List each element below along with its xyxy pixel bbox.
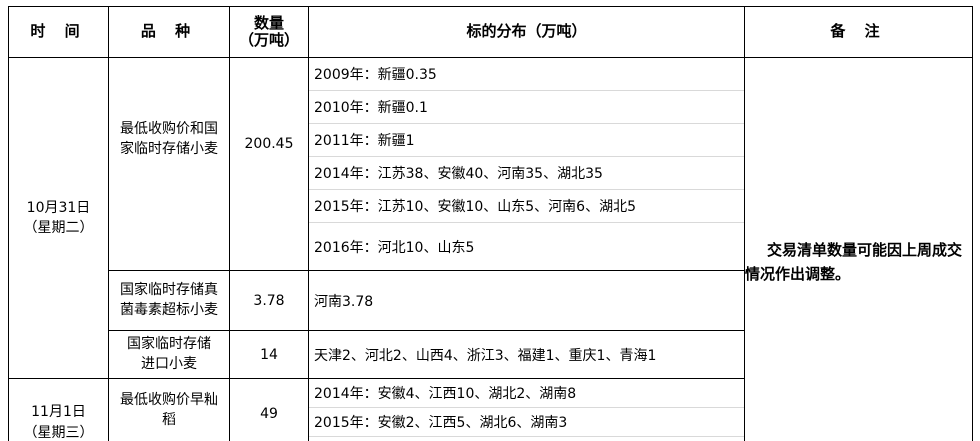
column-header-time-label: 时 间 <box>30 22 87 41</box>
list-item: 天津2、河北2、山西4、浙江3、福建1、重庆1、青海1 <box>314 347 657 364</box>
cell-distribution-mycotoxin-wheat: 河南3.78 <box>308 270 745 331</box>
column-header-quantity-label: 数量 <box>253 14 284 33</box>
column-header-variety-label: 品 种 <box>140 22 198 41</box>
cell-distribution-imported-wheat: 天津2、河北2、山西4、浙江3、福建1、重庆1、青海1 <box>308 330 745 379</box>
table-row: 10月31日 （星期二） 最低收购价和国 家临时存储小麦 200.45 2009… <box>8 57 973 441</box>
variety-line-2: 进口小麦 <box>141 355 197 372</box>
column-header-distribution-label: 标的分布（万吨） <box>466 22 587 41</box>
table-body: 10月31日 （星期二） 最低收购价和国 家临时存储小麦 200.45 2009… <box>8 57 973 441</box>
list-item: 2016年：安徽1、江西5、湖南3 <box>309 437 744 441</box>
cell-quantity-49: 49 <box>229 378 309 441</box>
cell-quantity-14: 14 <box>229 330 309 379</box>
variety-line-1: 国家临时存储真 <box>120 281 218 298</box>
distribution-list: 天津2、河北2、山西4、浙江3、福建1、重庆1、青海1 <box>309 331 744 378</box>
column-header-distribution: 标的分布（万吨） <box>308 6 745 58</box>
column-header-time: 时 间 <box>8 6 109 58</box>
cell-variety-early-indica-rice: 最低收购价早籼 稻 <box>108 378 230 441</box>
list-item: 2011年：新疆1 <box>309 124 744 157</box>
date-line-1: 11月1日 <box>31 404 86 421</box>
cell-variety-mycotoxin-wheat: 国家临时存储真 菌毒素超标小麦 <box>108 270 230 331</box>
table-row: 国家临时存储真 菌毒素超标小麦 3.78 河南3.78 <box>9 270 973 331</box>
list-item: 2010年：新疆0.1 <box>309 91 744 124</box>
column-header-quantity-unit: （万吨） <box>238 31 299 49</box>
date-line-2: （星期三） <box>23 424 94 441</box>
cell-variety-imported-wheat: 国家临时存储 进口小麦 <box>108 330 230 379</box>
column-header-quantity: 数量 （万吨） <box>229 6 309 58</box>
list-item: 2016年：河北10、山东5 <box>314 239 475 256</box>
table-header: 时 间 品 种 数量 （万吨） 标的分布（万吨） 备 注 <box>8 6 973 58</box>
list-item: 河南3.78 <box>314 293 374 310</box>
variety-line-1: 最低收购价早籼 <box>120 392 218 408</box>
table-row: 国家临时存储 进口小麦 14 天津2、河北2、山西4、浙江3、福建1、重庆1、青… <box>9 330 973 379</box>
cell-date-nov1: 11月1日 （星期三） <box>8 378 109 441</box>
distribution-list: 2014年：安徽4、江西10、湖北2、湖南8 2015年：安徽2、江西5、湖北6… <box>309 379 744 441</box>
distribution-list: 2009年：新疆0.35 2010年：新疆0.1 2011年：新疆1 2014年… <box>309 58 744 270</box>
date-line-1: 10月31日 <box>26 199 91 216</box>
trading-schedule-table: 时 间 品 种 数量 （万吨） 标的分布（万吨） 备 注 <box>8 6 973 441</box>
list-item: 2015年：江苏10、安徽10、山东5、河南6、湖北5 <box>309 190 744 223</box>
cell-distribution-wheat-minimum-price: 2009年：新疆0.35 2010年：新疆0.1 2011年：新疆1 2014年… <box>308 57 745 271</box>
variety-line-1: 最低收购价和国 <box>120 121 218 137</box>
table-row: 11月1日 （星期三） 最低收购价早籼 稻 49 2014年：安徽4、江西10、… <box>8 378 973 441</box>
list-item: 2014年：江苏38、安徽40、河南35、湖北35 <box>309 157 744 190</box>
cell-quantity-200-45: 200.45 <box>229 57 309 271</box>
remark-text: 交易清单数量可能因上周成交情况作出调整。 <box>745 241 963 283</box>
list-item: 2015年：安徽2、江西5、湖北6、湖南3 <box>309 408 744 437</box>
column-header-variety: 品 种 <box>108 6 230 58</box>
cell-distribution-early-indica-rice: 2014年：安徽4、江西10、湖北2、湖南8 2015年：安徽2、江西5、湖北6… <box>308 378 745 441</box>
variety-line-1: 国家临时存储 <box>127 335 211 352</box>
cell-date-oct31: 10月31日 （星期二） <box>8 57 109 379</box>
cell-remark: 交易清单数量可能因上周成交情况作出调整。 <box>744 57 973 441</box>
variety-line-2: 菌毒素超标小麦 <box>120 301 218 318</box>
variety-line-2: 稻 <box>162 411 176 428</box>
column-header-remark-label: 备 注 <box>830 22 887 41</box>
cell-variety-wheat-minimum-price: 最低收购价和国 家临时存储小麦 <box>108 57 230 271</box>
list-item: 2014年：安徽4、江西10、湖北2、湖南8 <box>309 379 744 408</box>
column-header-remark: 备 注 <box>744 6 973 58</box>
header-row: 时 间 品 种 数量 （万吨） 标的分布（万吨） 备 注 <box>8 6 973 58</box>
cell-quantity-3-78: 3.78 <box>229 270 309 331</box>
variety-line-2: 家临时存储小麦 <box>120 140 218 157</box>
distribution-list: 河南3.78 <box>309 271 744 330</box>
list-item: 2009年：新疆0.35 <box>309 58 744 91</box>
date-line-2: （星期二） <box>23 220 94 236</box>
